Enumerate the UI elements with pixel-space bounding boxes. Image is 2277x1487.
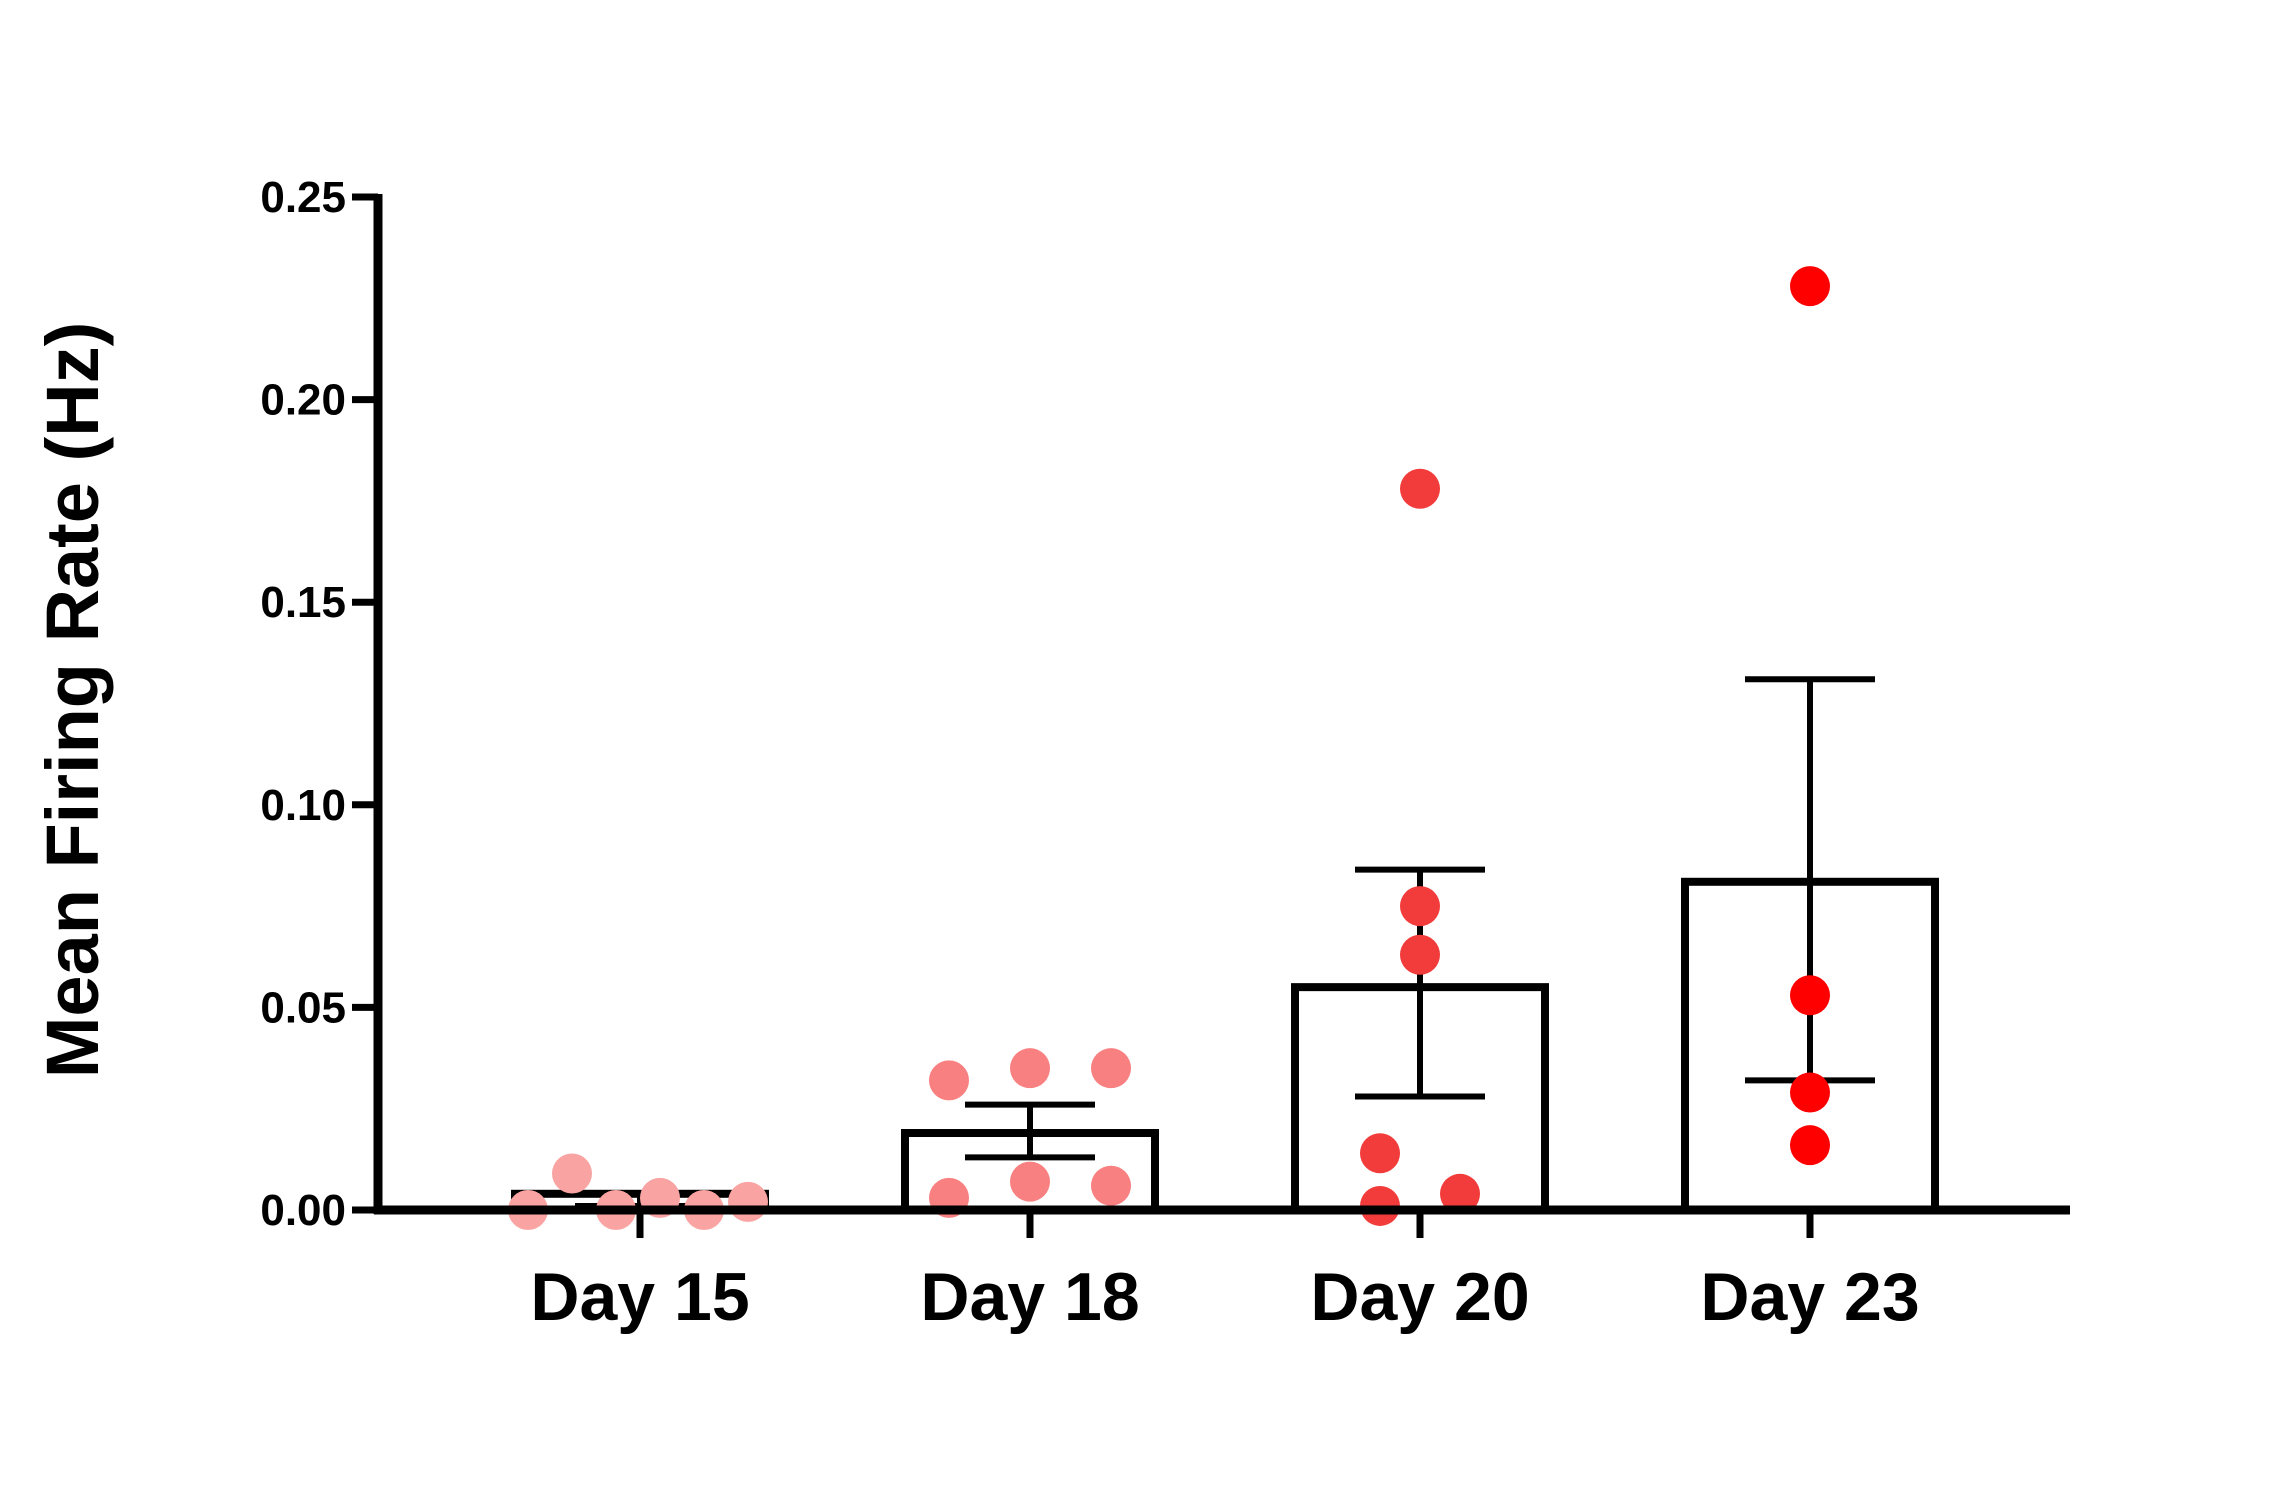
data-point xyxy=(1360,1133,1400,1174)
data-point xyxy=(552,1153,592,1194)
data-point xyxy=(1010,1161,1050,1202)
x-tick-label: Day 20 xyxy=(1310,1259,1529,1335)
error-bar xyxy=(965,1101,1095,1161)
data-point xyxy=(1790,975,1830,1016)
data-point xyxy=(1440,1173,1480,1214)
data-point xyxy=(1091,1165,1131,1206)
data-point xyxy=(1790,1125,1830,1166)
x-tick-label: Day 18 xyxy=(920,1259,1139,1335)
y-tick-label: 0.00 xyxy=(260,1186,346,1235)
axes-layer xyxy=(352,193,2070,1238)
x-tick-label: Day 23 xyxy=(1700,1259,1919,1335)
data-point xyxy=(1091,1048,1131,1089)
y-tick-label: 0.20 xyxy=(260,376,346,425)
y-tick-label: 0.15 xyxy=(260,578,346,627)
data-point xyxy=(728,1181,768,1222)
data-point xyxy=(1790,266,1830,307)
labels-layer: 0.00 0.05 0.10 0.15 0.20 0.25 Day 15 Day 18 Day … xyxy=(260,173,1919,1335)
data-point xyxy=(1400,468,1440,509)
y-axis-title: Mean Firing Rate (Hz) xyxy=(31,322,114,1078)
data-point xyxy=(1010,1048,1050,1089)
data-point xyxy=(1400,886,1440,927)
points-layer xyxy=(508,266,1830,1230)
data-point xyxy=(929,1060,969,1101)
error-bars-layer xyxy=(575,676,1875,1209)
y-tick-label: 0.10 xyxy=(260,781,346,830)
x-tick-label: Day 15 xyxy=(530,1259,749,1335)
y-tick-label: 0.05 xyxy=(260,983,346,1032)
y-tick-label: 0.25 xyxy=(260,173,346,222)
bars-layer xyxy=(511,877,1939,1215)
data-point xyxy=(1790,1072,1830,1113)
data-point xyxy=(1400,934,1440,975)
